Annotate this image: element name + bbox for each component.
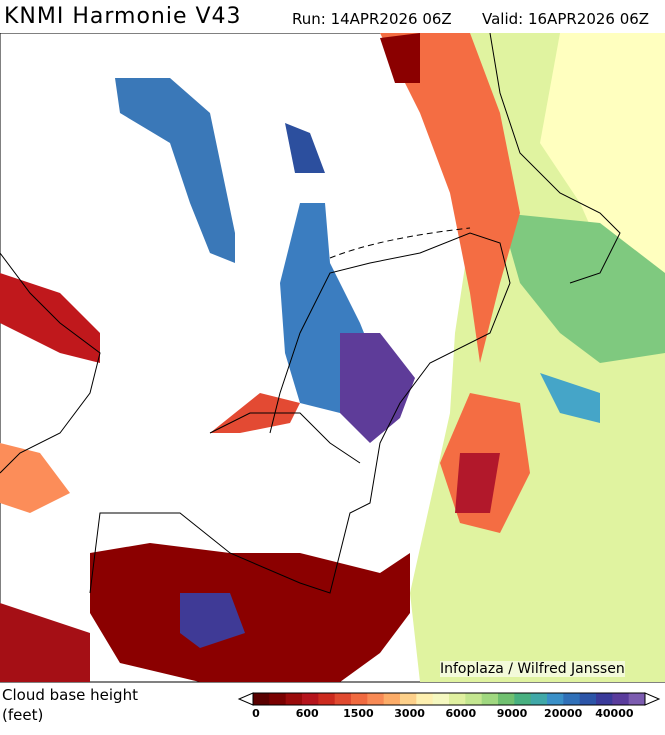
field-purple [340, 333, 415, 443]
field-teal [540, 373, 600, 423]
credit: Infoplaza / Wilfred Janssen [440, 661, 625, 677]
field-red-sw [0, 603, 90, 682]
colorbar-swatch [579, 693, 597, 705]
colorbar-label: 1500 [343, 707, 374, 720]
field-purple-south [180, 593, 245, 648]
colorbar-label: 20000 [544, 707, 583, 720]
colorbar-swatch [269, 693, 287, 705]
colorbar-swatch [563, 693, 581, 705]
colorbar-swatch [400, 693, 417, 705]
colorbar-swatch [547, 693, 564, 705]
colorbar-swatch [612, 693, 630, 705]
field-blue-1 [115, 78, 235, 263]
colorbar-swatch [334, 693, 352, 705]
legend-title: Cloud base height [2, 686, 138, 704]
cloud-fields [0, 33, 665, 682]
colorbar-label: 600 [296, 707, 319, 720]
legend-unit: (feet) [2, 706, 44, 724]
colorbar-border [252, 692, 646, 706]
colorbar-swatch [498, 693, 515, 705]
colorbar-swatch [416, 693, 434, 705]
colorbar-swatch [367, 693, 385, 705]
coast-uk [0, 252, 101, 474]
colorbar-label: 6000 [445, 707, 476, 720]
valid-time: Valid: 16APR2026 06Z [482, 10, 650, 28]
field-orange-west [0, 443, 70, 513]
colorbar-swatch [530, 693, 548, 705]
coast-main [89, 232, 511, 594]
colorbar-swatch [628, 693, 646, 705]
run-time: Run: 14APR2026 06Z [292, 10, 452, 28]
coast-islands [329, 227, 471, 259]
colorbar-swatch [449, 693, 466, 705]
colorbar-label: 9000 [497, 707, 528, 720]
colorbar-arrow-left [237, 692, 254, 706]
field-green [500, 213, 665, 363]
coastlines [0, 33, 621, 594]
colorbar-swatch [383, 693, 401, 705]
colorbar-swatch [432, 693, 450, 705]
colorbar-label: 40000 [595, 707, 634, 720]
colorbar-swatch [302, 693, 319, 705]
colorbar-label: 3000 [394, 707, 425, 720]
coast-denmark [489, 33, 621, 284]
colorbar-swatch [285, 693, 303, 705]
title: KNMI Harmonie V43 [4, 4, 242, 29]
colorbar-swatch [253, 693, 270, 705]
colorbar-swatch [465, 693, 483, 705]
field-orange [380, 33, 520, 363]
colorbar-swatch [318, 693, 336, 705]
coast-scheldt [209, 412, 361, 464]
colorbar-swatch [514, 693, 532, 705]
colorbar-arrow-right [644, 692, 661, 706]
colorbar-label: 0 [252, 707, 260, 720]
field-blue-2 [285, 123, 325, 173]
colorbar: 0 600 1500 3000 6000 9000 20000 40000 [237, 692, 661, 720]
colorbar-swatch [481, 693, 499, 705]
field-darkred [380, 33, 420, 83]
field-red [455, 453, 500, 513]
field-darkred-south [90, 543, 410, 682]
colorbar-swatch [351, 693, 368, 705]
field-red-west [0, 273, 100, 363]
map [0, 33, 665, 683]
colorbar-swatch [596, 693, 613, 705]
